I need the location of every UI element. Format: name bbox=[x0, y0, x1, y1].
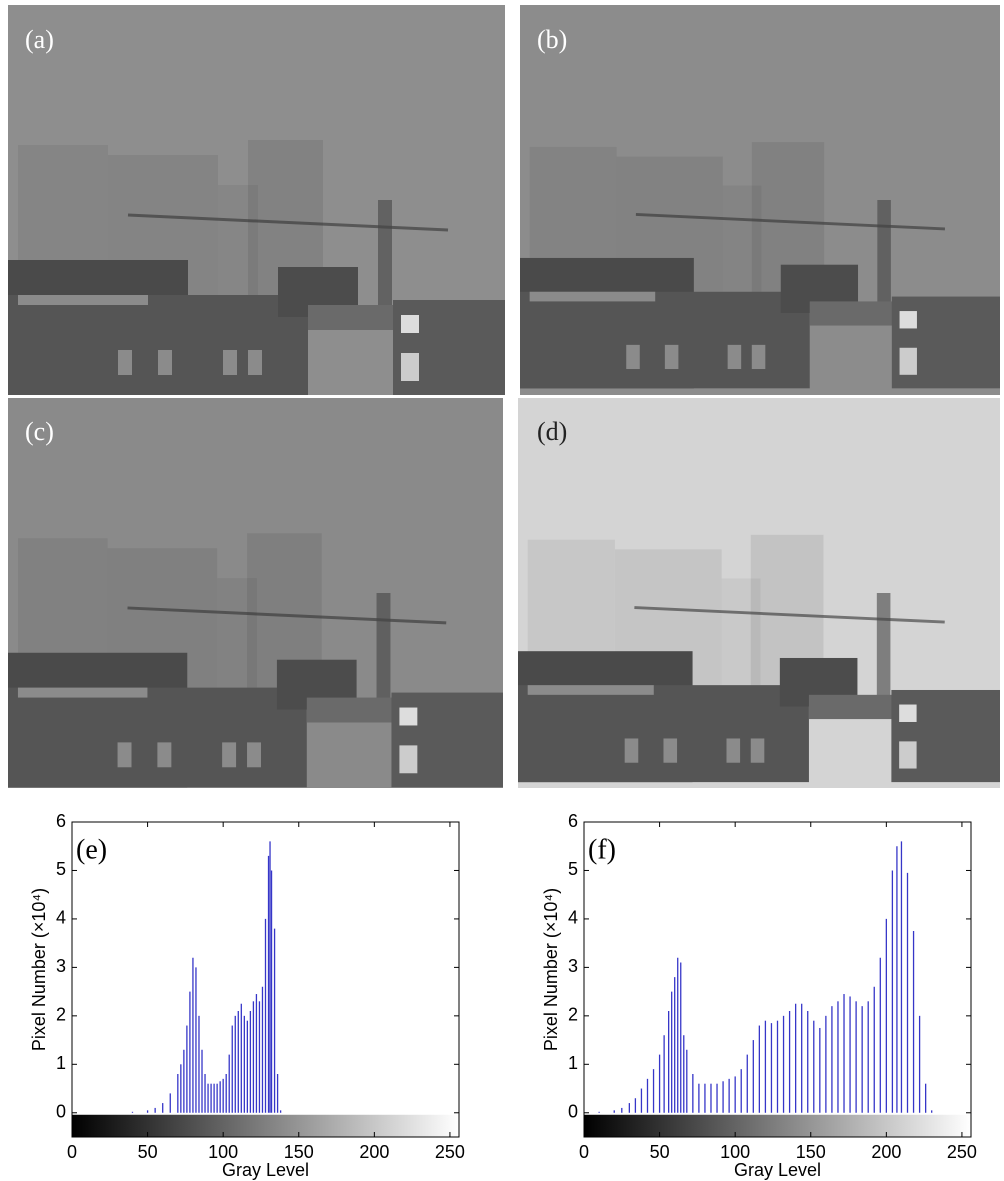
y-tick-label: 3 bbox=[568, 956, 578, 976]
y-tick-label: 1 bbox=[56, 1053, 66, 1073]
y-tick-label: 6 bbox=[568, 811, 578, 831]
y-tick-label: 5 bbox=[568, 859, 578, 879]
x-tick-label: 150 bbox=[796, 1142, 826, 1162]
x-tick-label: 50 bbox=[650, 1142, 670, 1162]
y-tick-label: 2 bbox=[568, 1005, 578, 1025]
x-axis-label: Gray Level bbox=[734, 1160, 821, 1180]
y-tick-label: 1 bbox=[568, 1053, 578, 1073]
photo-b bbox=[520, 5, 1000, 395]
panel-label: (a) bbox=[25, 25, 54, 54]
x-tick-label: 250 bbox=[435, 1142, 465, 1162]
x-tick-label: 250 bbox=[947, 1142, 977, 1162]
x-axis-label: Gray Level bbox=[222, 1160, 309, 1180]
panel-label: (c) bbox=[25, 417, 54, 446]
photo-c bbox=[8, 398, 503, 788]
x-tick-label: 200 bbox=[359, 1142, 389, 1162]
panel-label: (b) bbox=[537, 25, 567, 54]
y-tick-label: 4 bbox=[568, 908, 578, 928]
y-tick-label: 6 bbox=[56, 811, 66, 831]
chart-annotation: (f) bbox=[588, 834, 616, 865]
figure: (a) (b) (c) (d) 0123456050100150200250Gr… bbox=[0, 0, 1004, 1181]
panel-label: (d) bbox=[537, 417, 567, 446]
colorbar bbox=[72, 1115, 459, 1137]
y-tick-label: 2 bbox=[56, 1005, 66, 1025]
x-tick-label: 150 bbox=[284, 1142, 314, 1162]
x-tick-label: 50 bbox=[138, 1142, 158, 1162]
x-tick-label: 200 bbox=[871, 1142, 901, 1162]
y-tick-label: 3 bbox=[56, 956, 66, 976]
x-tick-label: 0 bbox=[579, 1142, 589, 1162]
y-axis-label: Pixel Number (×10⁴) bbox=[29, 888, 49, 1051]
y-tick-label: 0 bbox=[568, 1102, 578, 1122]
x-tick-label: 0 bbox=[67, 1142, 77, 1162]
photo-d bbox=[518, 398, 1000, 788]
photo-a bbox=[8, 5, 505, 395]
x-tick-label: 100 bbox=[208, 1142, 238, 1162]
y-axis-label: Pixel Number (×10⁴) bbox=[541, 888, 561, 1051]
colorbar bbox=[584, 1115, 971, 1137]
chart-annotation: (e) bbox=[76, 834, 107, 865]
y-tick-label: 5 bbox=[56, 859, 66, 879]
y-tick-label: 0 bbox=[56, 1102, 66, 1122]
y-tick-label: 4 bbox=[56, 908, 66, 928]
x-tick-label: 100 bbox=[720, 1142, 750, 1162]
